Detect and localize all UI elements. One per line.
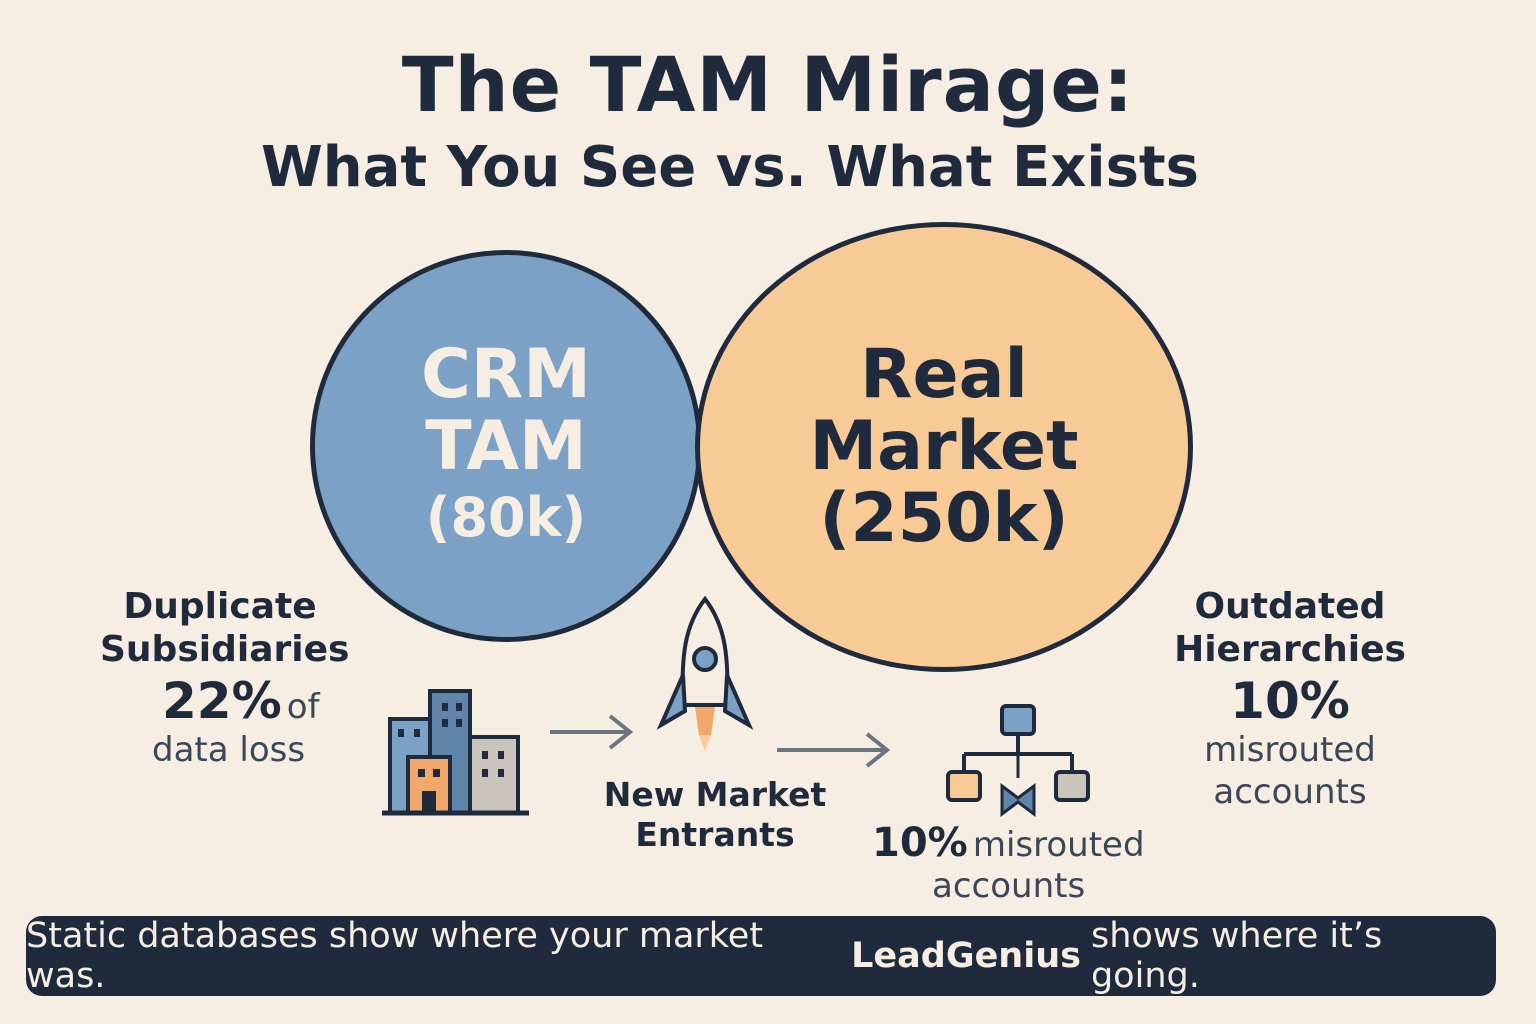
outdated-desc-line2: accounts: [1213, 772, 1367, 812]
center-stat-pct: 10%: [872, 820, 968, 866]
duplicate-stat: 22% of: [162, 672, 320, 730]
duplicate-desc: data loss: [152, 730, 306, 770]
outdated-label-line1: Outdated: [1194, 586, 1386, 627]
rocket-icon: [656, 595, 754, 751]
buildings-icon: [382, 689, 529, 816]
new-entrants-line2: Entrants: [635, 815, 795, 854]
crm-circle-line3: (80k): [425, 486, 587, 549]
real-circle-line2: Market: [809, 407, 1079, 486]
page-title: The TAM Mirage:: [401, 40, 1135, 129]
duplicate-pct-suffix: of: [286, 687, 320, 727]
center-stat-desc-line2: accounts: [932, 866, 1086, 906]
center-stat-desc-line1: misrouted: [972, 825, 1145, 865]
duplicate-label-line1: Duplicate: [123, 586, 317, 627]
outdated-hierarchies-block: Outdated Hierarchies: [1170, 585, 1410, 671]
crm-tam-circle: CRM TAM (80k): [310, 250, 702, 642]
page-subtitle: What You See vs. What Exists: [260, 135, 1200, 200]
footer-brand: LeadGenius: [851, 936, 1081, 976]
crm-circle-line2: TAM: [425, 407, 587, 486]
outdated-pct: 10%: [1230, 672, 1350, 730]
arrow-right-icon: [777, 732, 891, 768]
outdated-label-line2: Hierarchies: [1174, 629, 1406, 670]
real-circle-line3: (250k): [819, 479, 1069, 558]
footer-text-after: shows where it’s going.: [1090, 916, 1383, 996]
real-market-circle: Real Market (250k): [695, 222, 1193, 672]
new-entrants-line1: New Market: [603, 775, 827, 814]
org-chart-icon: [946, 704, 1090, 817]
duplicate-label-line2: Subsidiaries: [100, 629, 350, 670]
outdated-desc-line1: misrouted: [1204, 730, 1376, 770]
arrow-right-icon: [550, 714, 634, 750]
real-circle-line1: Real: [860, 335, 1028, 414]
center-stat: 10% misrouted: [872, 820, 1145, 866]
crm-circle-line1: CRM: [421, 335, 591, 414]
duplicate-pct: 22%: [162, 672, 282, 730]
footer-banner: Static databases show where your market …: [26, 916, 1496, 996]
duplicate-subsidiaries-block: Duplicate Subsidiaries: [100, 585, 350, 671]
footer-text-before: Static databases show where your market …: [26, 916, 764, 996]
new-market-entrants-block: New Market Entrants: [600, 775, 830, 855]
